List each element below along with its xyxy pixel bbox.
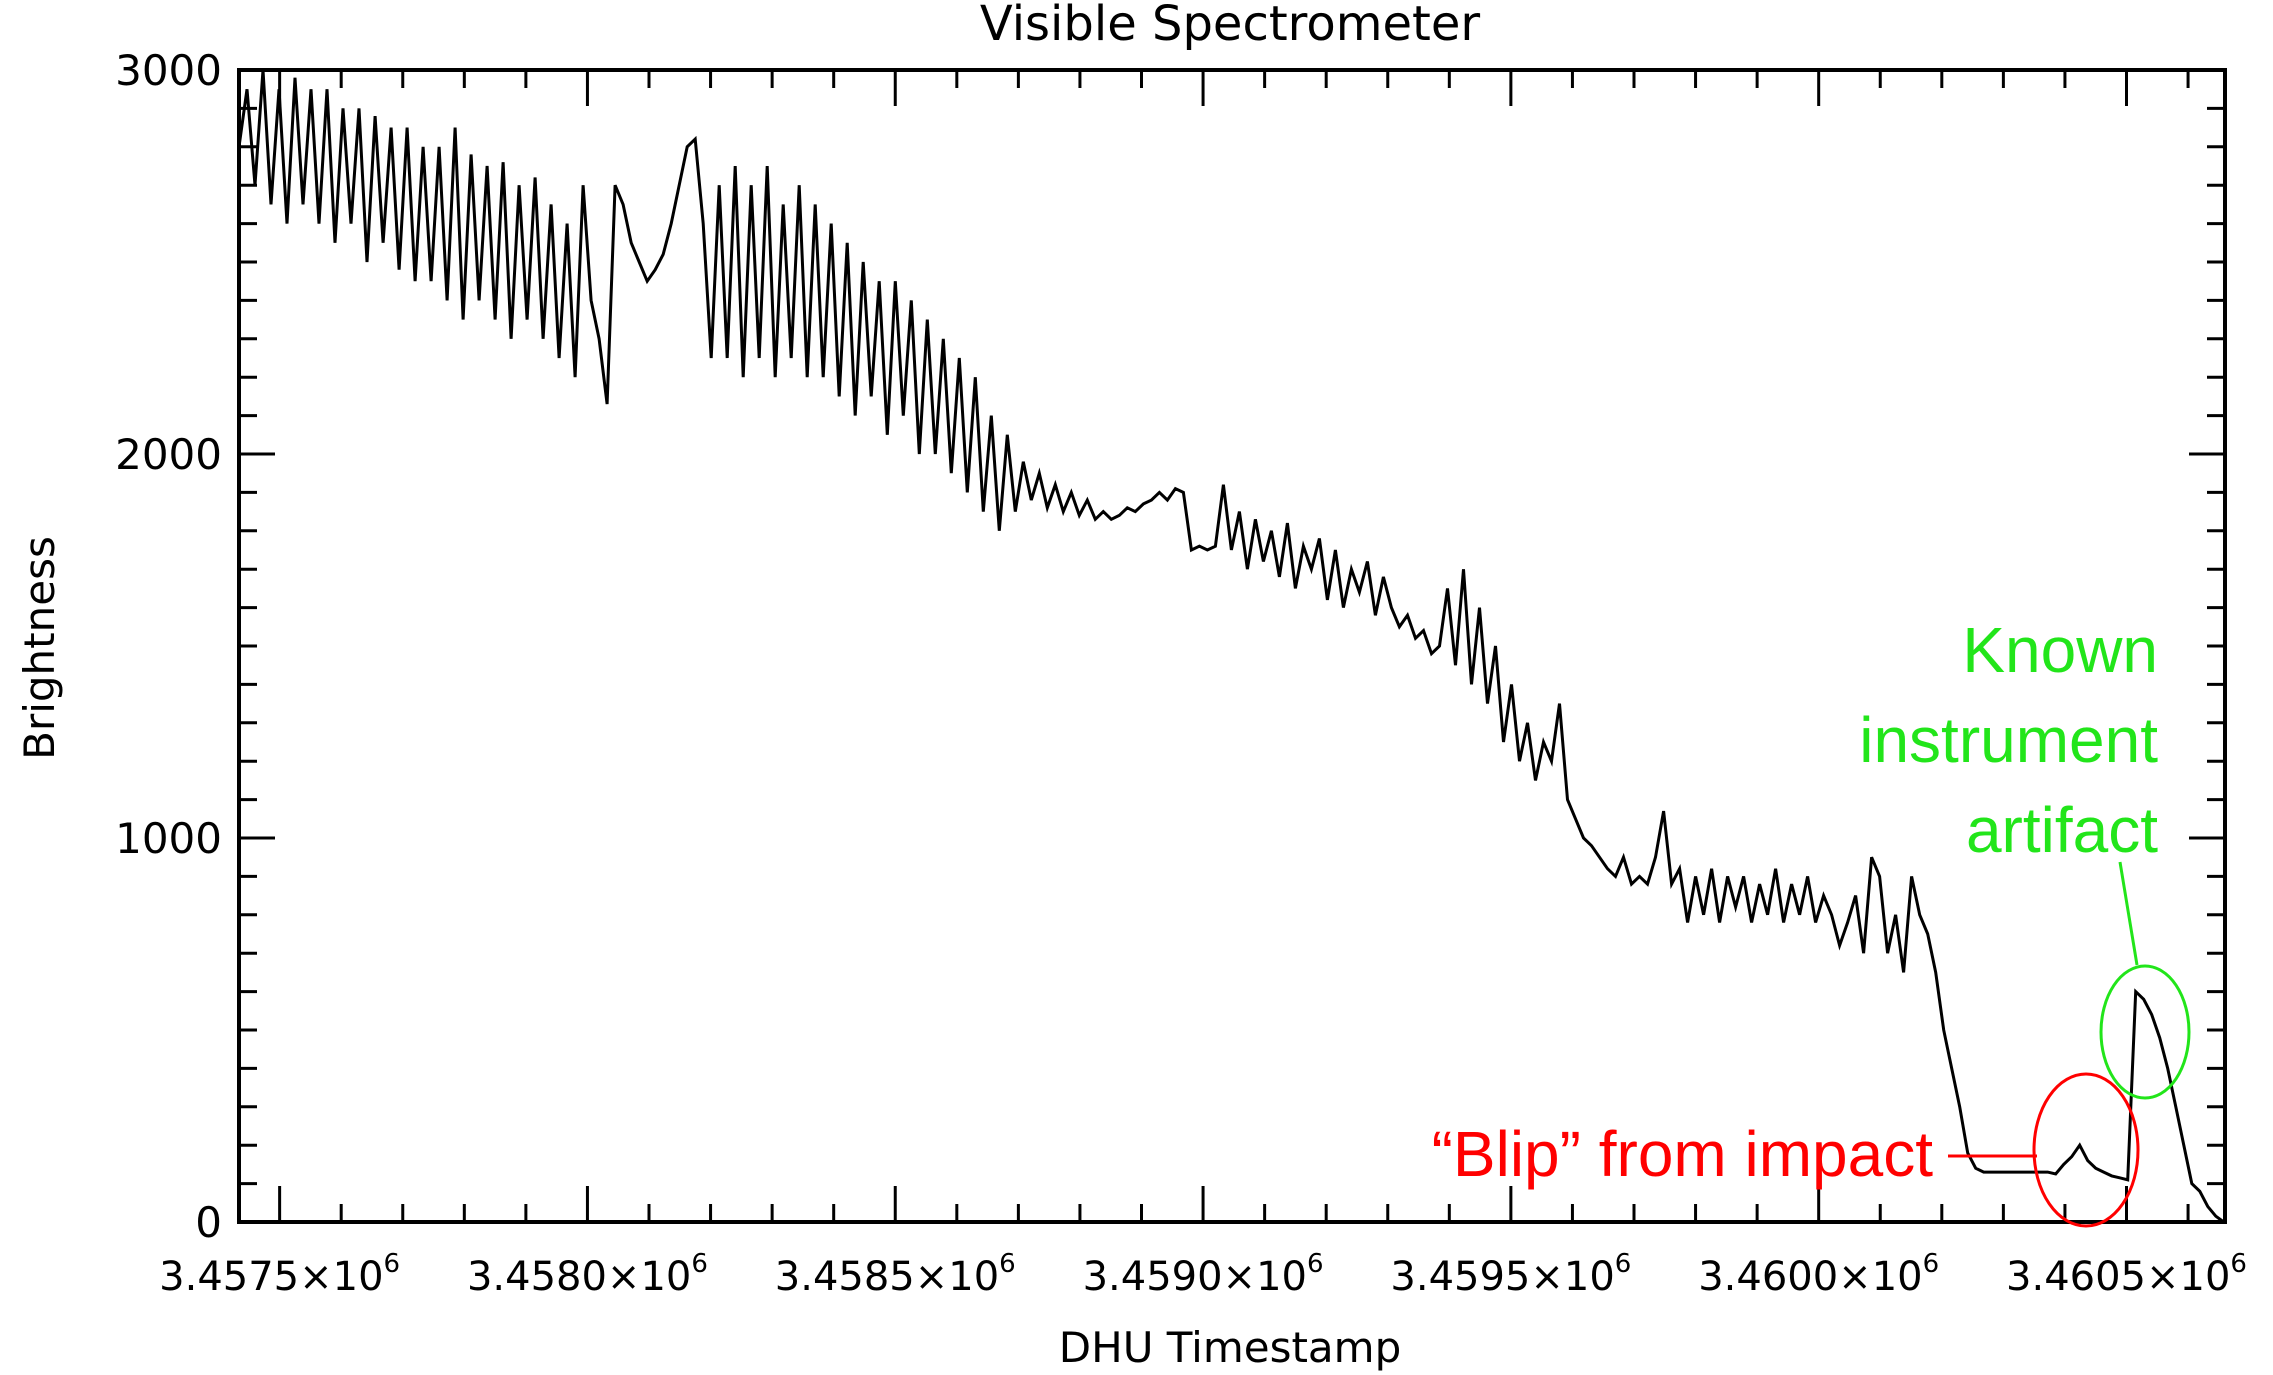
x-tick-label: 3.4605×106 xyxy=(2006,1249,2247,1300)
annotation-artifact-ellipse xyxy=(2099,964,2191,1100)
annotation-blip-ellipse xyxy=(2032,1072,2140,1228)
annotation-artifact-line-2: instrument xyxy=(1859,704,2158,776)
y-tick-label: 1000 xyxy=(115,814,222,863)
annotation-blip-text: “Blip” from impact xyxy=(1432,1118,1934,1190)
y-tick-label: 0 xyxy=(195,1198,222,1247)
x-tick-label: 3.4600×106 xyxy=(1698,1249,1939,1300)
x-tick-label: 3.4590×106 xyxy=(1083,1249,1324,1300)
annotation-artifact-line-3: artifact xyxy=(1966,794,2158,866)
x-tick-label: 3.4595×106 xyxy=(1390,1249,1631,1300)
annotation-artifact-leader xyxy=(2118,861,2139,966)
y-axis-label: Brightness xyxy=(15,536,64,760)
y-tick-label: 3000 xyxy=(115,46,222,95)
x-tick-label: 3.4575×106 xyxy=(159,1249,400,1300)
plot-frame xyxy=(237,68,2227,1224)
annotation-artifact-line-1: Known xyxy=(1962,614,2158,686)
y-tick-label: 2000 xyxy=(115,430,222,479)
x-axis-label: DHU Timestamp xyxy=(1059,1323,1401,1372)
tick-labels: 3.4575×106 3.4580×106 3.4585×106 3.4590×106… xyxy=(115,46,2247,1300)
x-tick-label: 3.4580×106 xyxy=(467,1249,708,1300)
series-line-brightness xyxy=(237,69,2225,1224)
chart-title: Visible Spectrometer xyxy=(980,0,1480,52)
x-tick-label: 3.4585×106 xyxy=(775,1249,1016,1300)
axis-ticks xyxy=(239,68,2225,1224)
